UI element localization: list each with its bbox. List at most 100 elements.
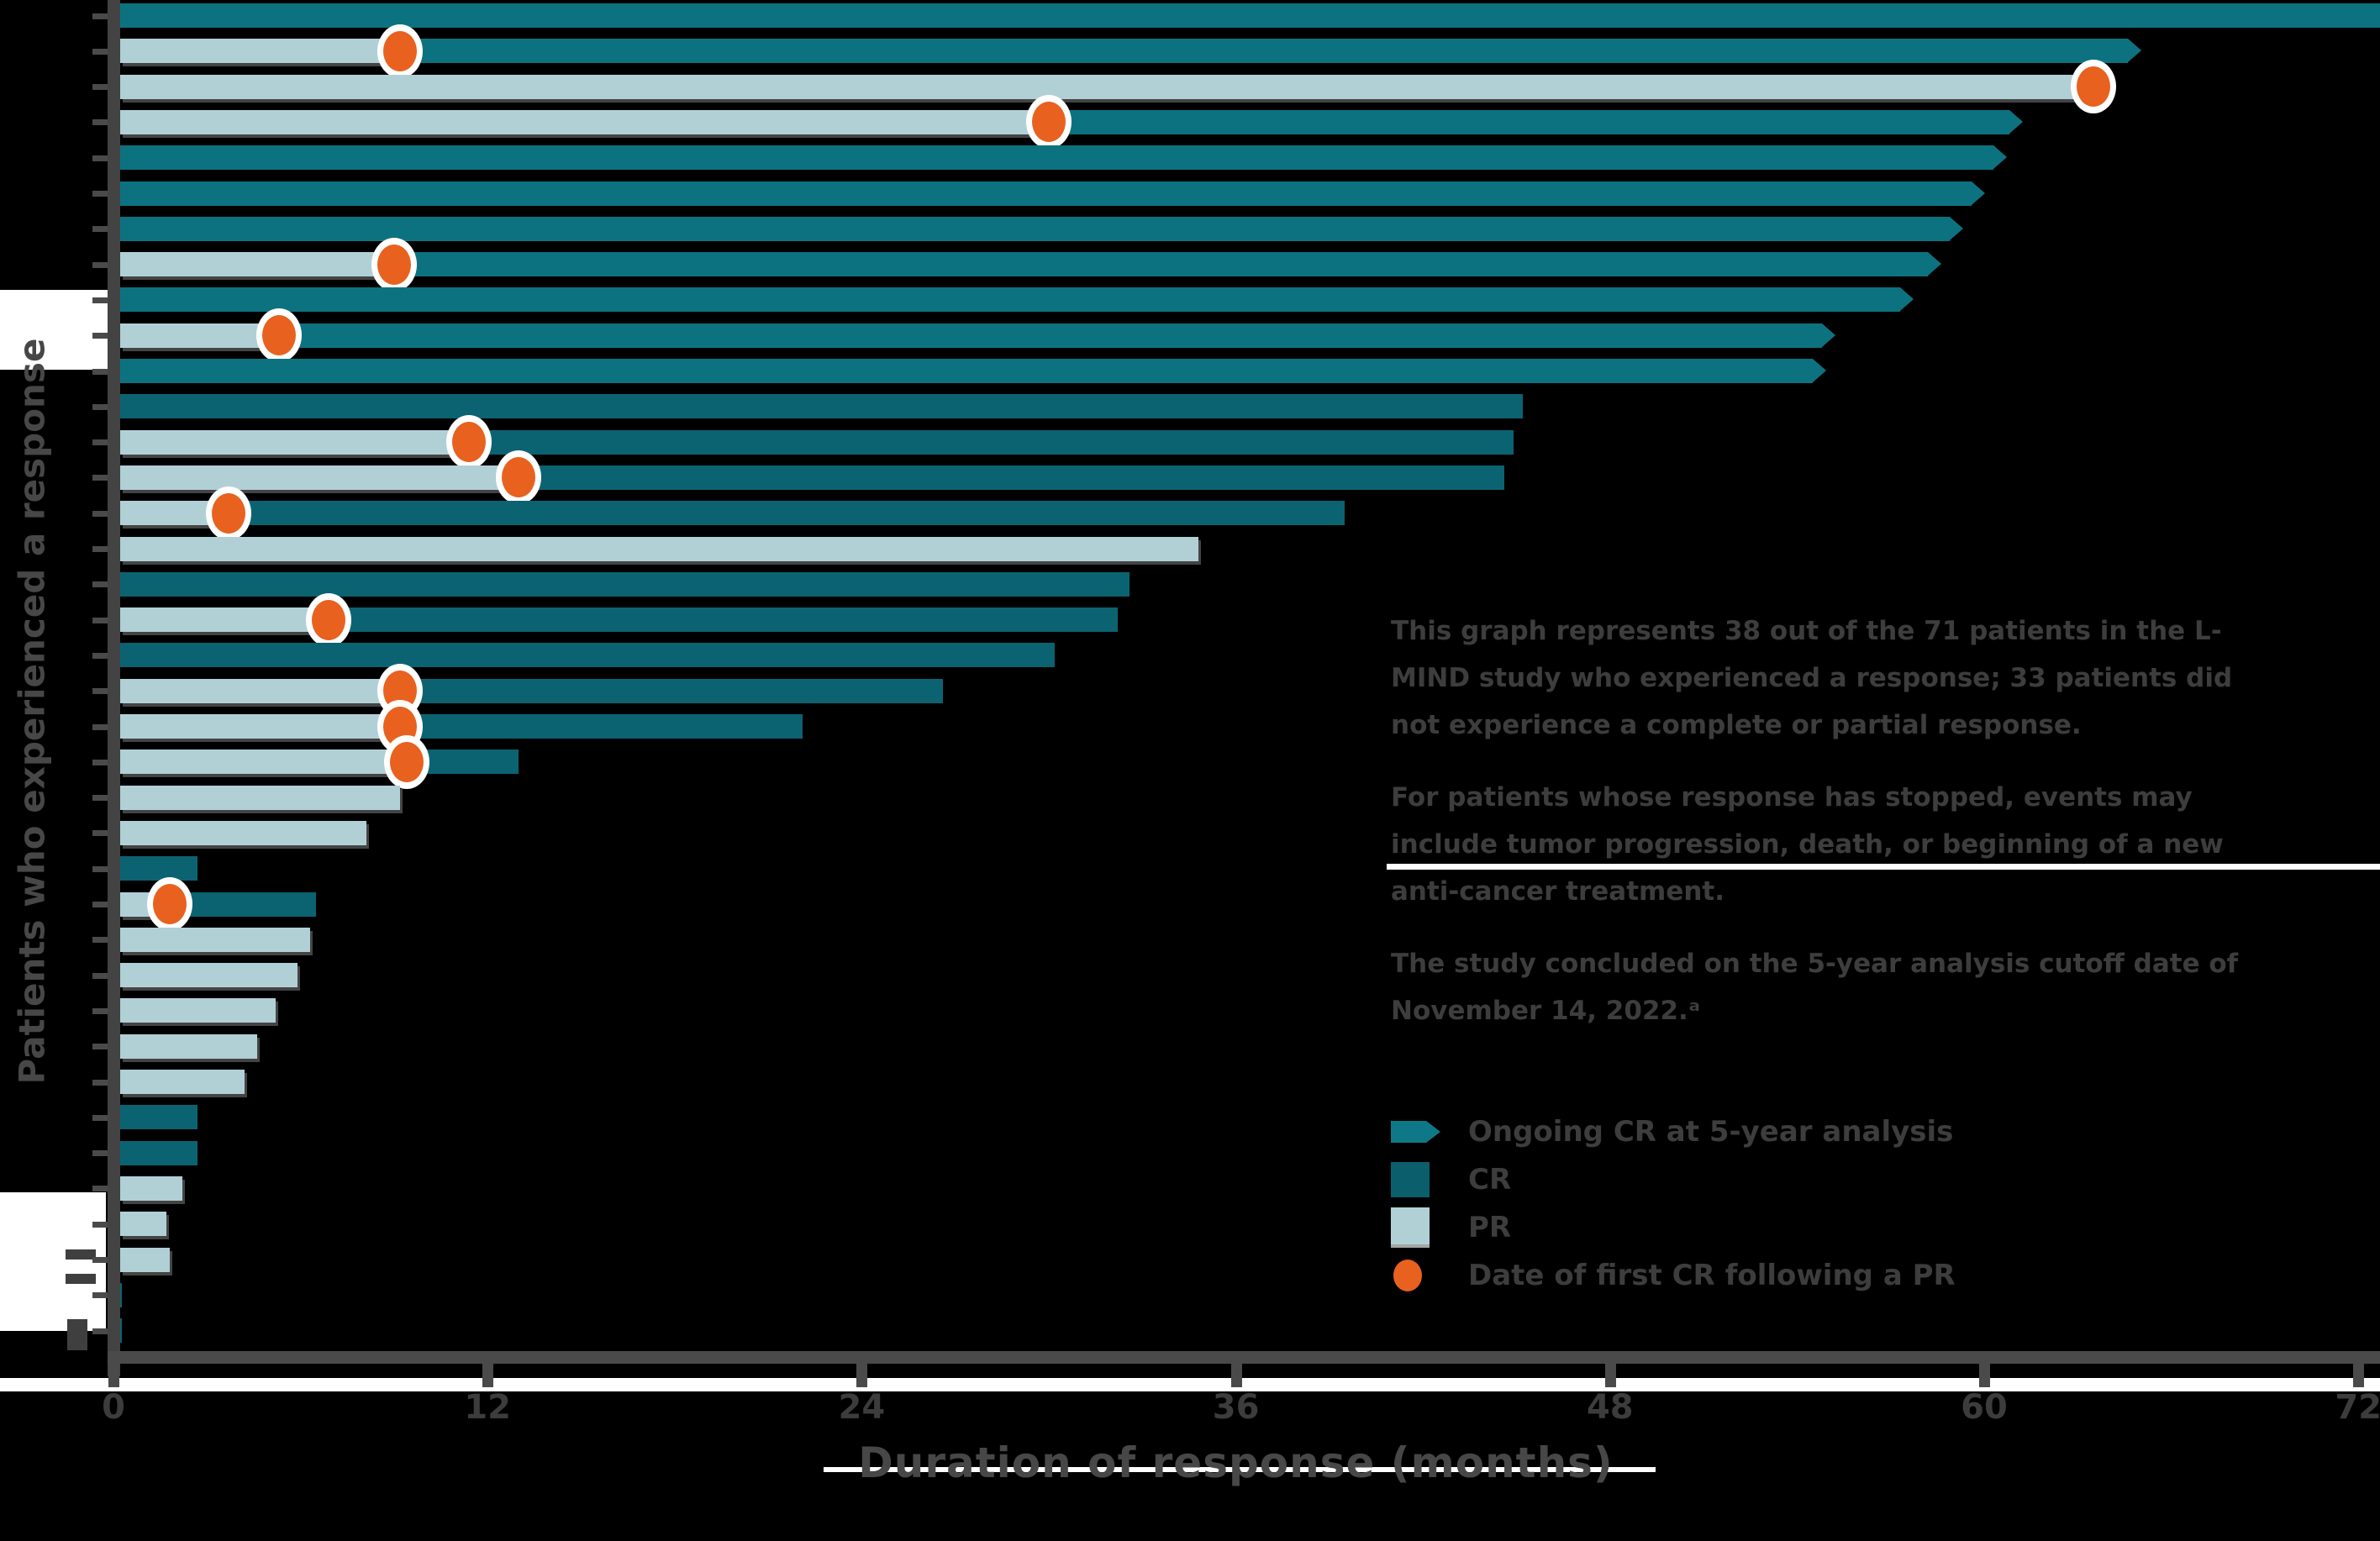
y-axis-title: Patients who experienced a response bbox=[11, 338, 53, 1085]
first-cr-dot-core bbox=[261, 315, 296, 356]
swimmer-bar-segment-pr bbox=[120, 1212, 167, 1237]
y-axis-tick bbox=[92, 333, 108, 339]
y-axis-line bbox=[108, 0, 120, 1376]
first-cr-dot bbox=[305, 592, 351, 647]
annotation-paragraph-3: The study concluded on the 5-year analys… bbox=[1391, 949, 2239, 1026]
swimmer-bar-segment-cr bbox=[393, 252, 1929, 277]
first-cr-dot-core bbox=[152, 884, 187, 924]
cr-swatch-icon bbox=[1391, 1161, 1445, 1197]
x-axis-tick bbox=[1230, 1364, 1242, 1387]
y-axis-tick bbox=[92, 13, 108, 19]
swimmer-bar-segment-cr bbox=[120, 216, 1951, 241]
x-axis-tick bbox=[1604, 1364, 1616, 1387]
x-axis-tick bbox=[1979, 1364, 1990, 1387]
ongoing-arrow-icon bbox=[2009, 109, 2023, 134]
y-axis-tick bbox=[92, 581, 108, 588]
y-axis-tick bbox=[92, 723, 108, 730]
artifact-stub-1 bbox=[66, 1249, 96, 1260]
first-cr-dot bbox=[377, 24, 424, 78]
swimmer-bar-segment-cr bbox=[120, 1140, 198, 1165]
legend-item-cr: CR bbox=[1391, 1155, 1956, 1203]
swimmer-bar-segment-pr bbox=[120, 963, 298, 988]
first-cr-dot-core bbox=[383, 30, 418, 71]
first-cr-dot-core bbox=[2076, 66, 2110, 108]
swimmer-bar-segment-cr bbox=[468, 429, 1514, 455]
y-axis-tick bbox=[92, 1114, 108, 1121]
swimmer-bar-segment-pr bbox=[120, 607, 329, 633]
x-axis-tick-label: 12 bbox=[464, 1388, 512, 1427]
first-cr-dot-core bbox=[451, 422, 486, 463]
x-axis-tick bbox=[482, 1364, 494, 1387]
annotation-paragraph-2: For patients whose response has stopped,… bbox=[1391, 782, 2224, 907]
first-cr-dot-core bbox=[389, 741, 424, 782]
swimmer-bar-segment-cr bbox=[120, 571, 1130, 597]
y-axis-tick bbox=[92, 48, 108, 55]
swimmer-bar-segment-pr bbox=[120, 714, 401, 739]
annotation-panel: This graph represents 38 out of the 71 p… bbox=[1391, 607, 2240, 1060]
y-axis-tick bbox=[92, 902, 108, 907]
y-axis-tick bbox=[92, 617, 108, 623]
ongoing-arrow-icon bbox=[1812, 359, 1826, 382]
swimmer-bar-segment-cr bbox=[229, 501, 1345, 526]
y-axis-tick bbox=[92, 795, 108, 802]
swimmer-bar-segment-cr bbox=[120, 856, 198, 881]
swimmer-bar-segment-cr bbox=[120, 1282, 122, 1307]
swimmer-bar-segment-cr bbox=[328, 607, 1118, 633]
swimmer-bar-segment-cr bbox=[120, 643, 1056, 668]
legend-label: Ongoing CR at 5-year analysis bbox=[1468, 1114, 1954, 1149]
first-cr-dot-core bbox=[311, 599, 345, 640]
swimmer-bar-segment-pr bbox=[120, 323, 279, 348]
legend-item-pr: PR bbox=[1391, 1203, 1956, 1251]
artifact-stub-2 bbox=[66, 1274, 96, 1284]
legend-label: PR bbox=[1468, 1210, 1512, 1244]
swimmer-bar-segment-pr bbox=[120, 429, 469, 455]
swimmer-bar-segment-cr bbox=[120, 1318, 122, 1344]
swimmer-bar-segment-cr bbox=[400, 39, 2128, 64]
swimmer-bar-segment-pr bbox=[120, 678, 401, 703]
y-axis-tick bbox=[92, 1186, 108, 1192]
y-axis-tick bbox=[92, 1328, 108, 1334]
swimmer-bar-segment-cr bbox=[120, 3, 2380, 28]
y-axis-tick bbox=[92, 1292, 108, 1299]
y-axis-tick bbox=[92, 475, 108, 481]
y-axis-tick bbox=[92, 510, 108, 517]
y-axis-tick bbox=[92, 155, 108, 161]
y-axis-tick bbox=[92, 297, 108, 303]
y-axis-tick bbox=[92, 403, 108, 410]
first-cr-dot bbox=[496, 450, 542, 505]
swimmer-bar-segment-cr bbox=[120, 181, 1972, 206]
y-axis-tick bbox=[92, 1044, 108, 1050]
artifact-stripe-axis bbox=[0, 1378, 2380, 1391]
annotation-paragraph-1: This graph represents 38 out of the 71 p… bbox=[1391, 616, 2233, 740]
swimmer-bar-segment-pr bbox=[120, 465, 519, 490]
swimmer-bar-segment-pr bbox=[120, 252, 394, 277]
x-axis-title: Duration of response (months) bbox=[858, 1438, 1614, 1487]
y-axis-tick bbox=[92, 1257, 108, 1263]
ongoing-arrow-icon bbox=[1928, 252, 1942, 276]
ongoing-arrow-icon bbox=[1822, 323, 1836, 347]
y-axis-tick bbox=[92, 546, 108, 552]
legend-item-ongoing-cr: Ongoing CR at 5-year analysis bbox=[1391, 1107, 1956, 1155]
y-axis-tick bbox=[92, 652, 108, 659]
swimmer-bar-segment-pr bbox=[120, 74, 2093, 99]
x-axis-tick-label: 60 bbox=[1961, 1388, 2008, 1427]
swimmer-bar-segment-pr bbox=[120, 927, 310, 952]
first-cr-dot-core bbox=[502, 457, 536, 498]
swimmer-bar-segment-pr bbox=[120, 785, 401, 810]
x-axis-line bbox=[108, 1351, 2380, 1364]
swimmer-bar-segment-cr bbox=[169, 891, 317, 917]
swimmer-bar-segment-pr bbox=[120, 109, 1049, 134]
artifact-stripe-text bbox=[1387, 864, 2380, 870]
ongoing-arrow-icon bbox=[1950, 216, 1964, 240]
x-axis-tick-label: 36 bbox=[1212, 1388, 1260, 1427]
first-cr-dot bbox=[1026, 95, 1072, 150]
y-axis-tick bbox=[92, 261, 108, 268]
legend-label: CR bbox=[1468, 1162, 1512, 1197]
first-cr-dot bbox=[2070, 60, 2116, 114]
swimmer-bar-segment-pr bbox=[120, 998, 276, 1023]
y-axis-tick bbox=[92, 439, 108, 446]
artifact-stub-3 bbox=[67, 1319, 87, 1350]
artifact-stripe-left-lower bbox=[0, 1192, 106, 1331]
x-axis-tick bbox=[2353, 1364, 2365, 1387]
